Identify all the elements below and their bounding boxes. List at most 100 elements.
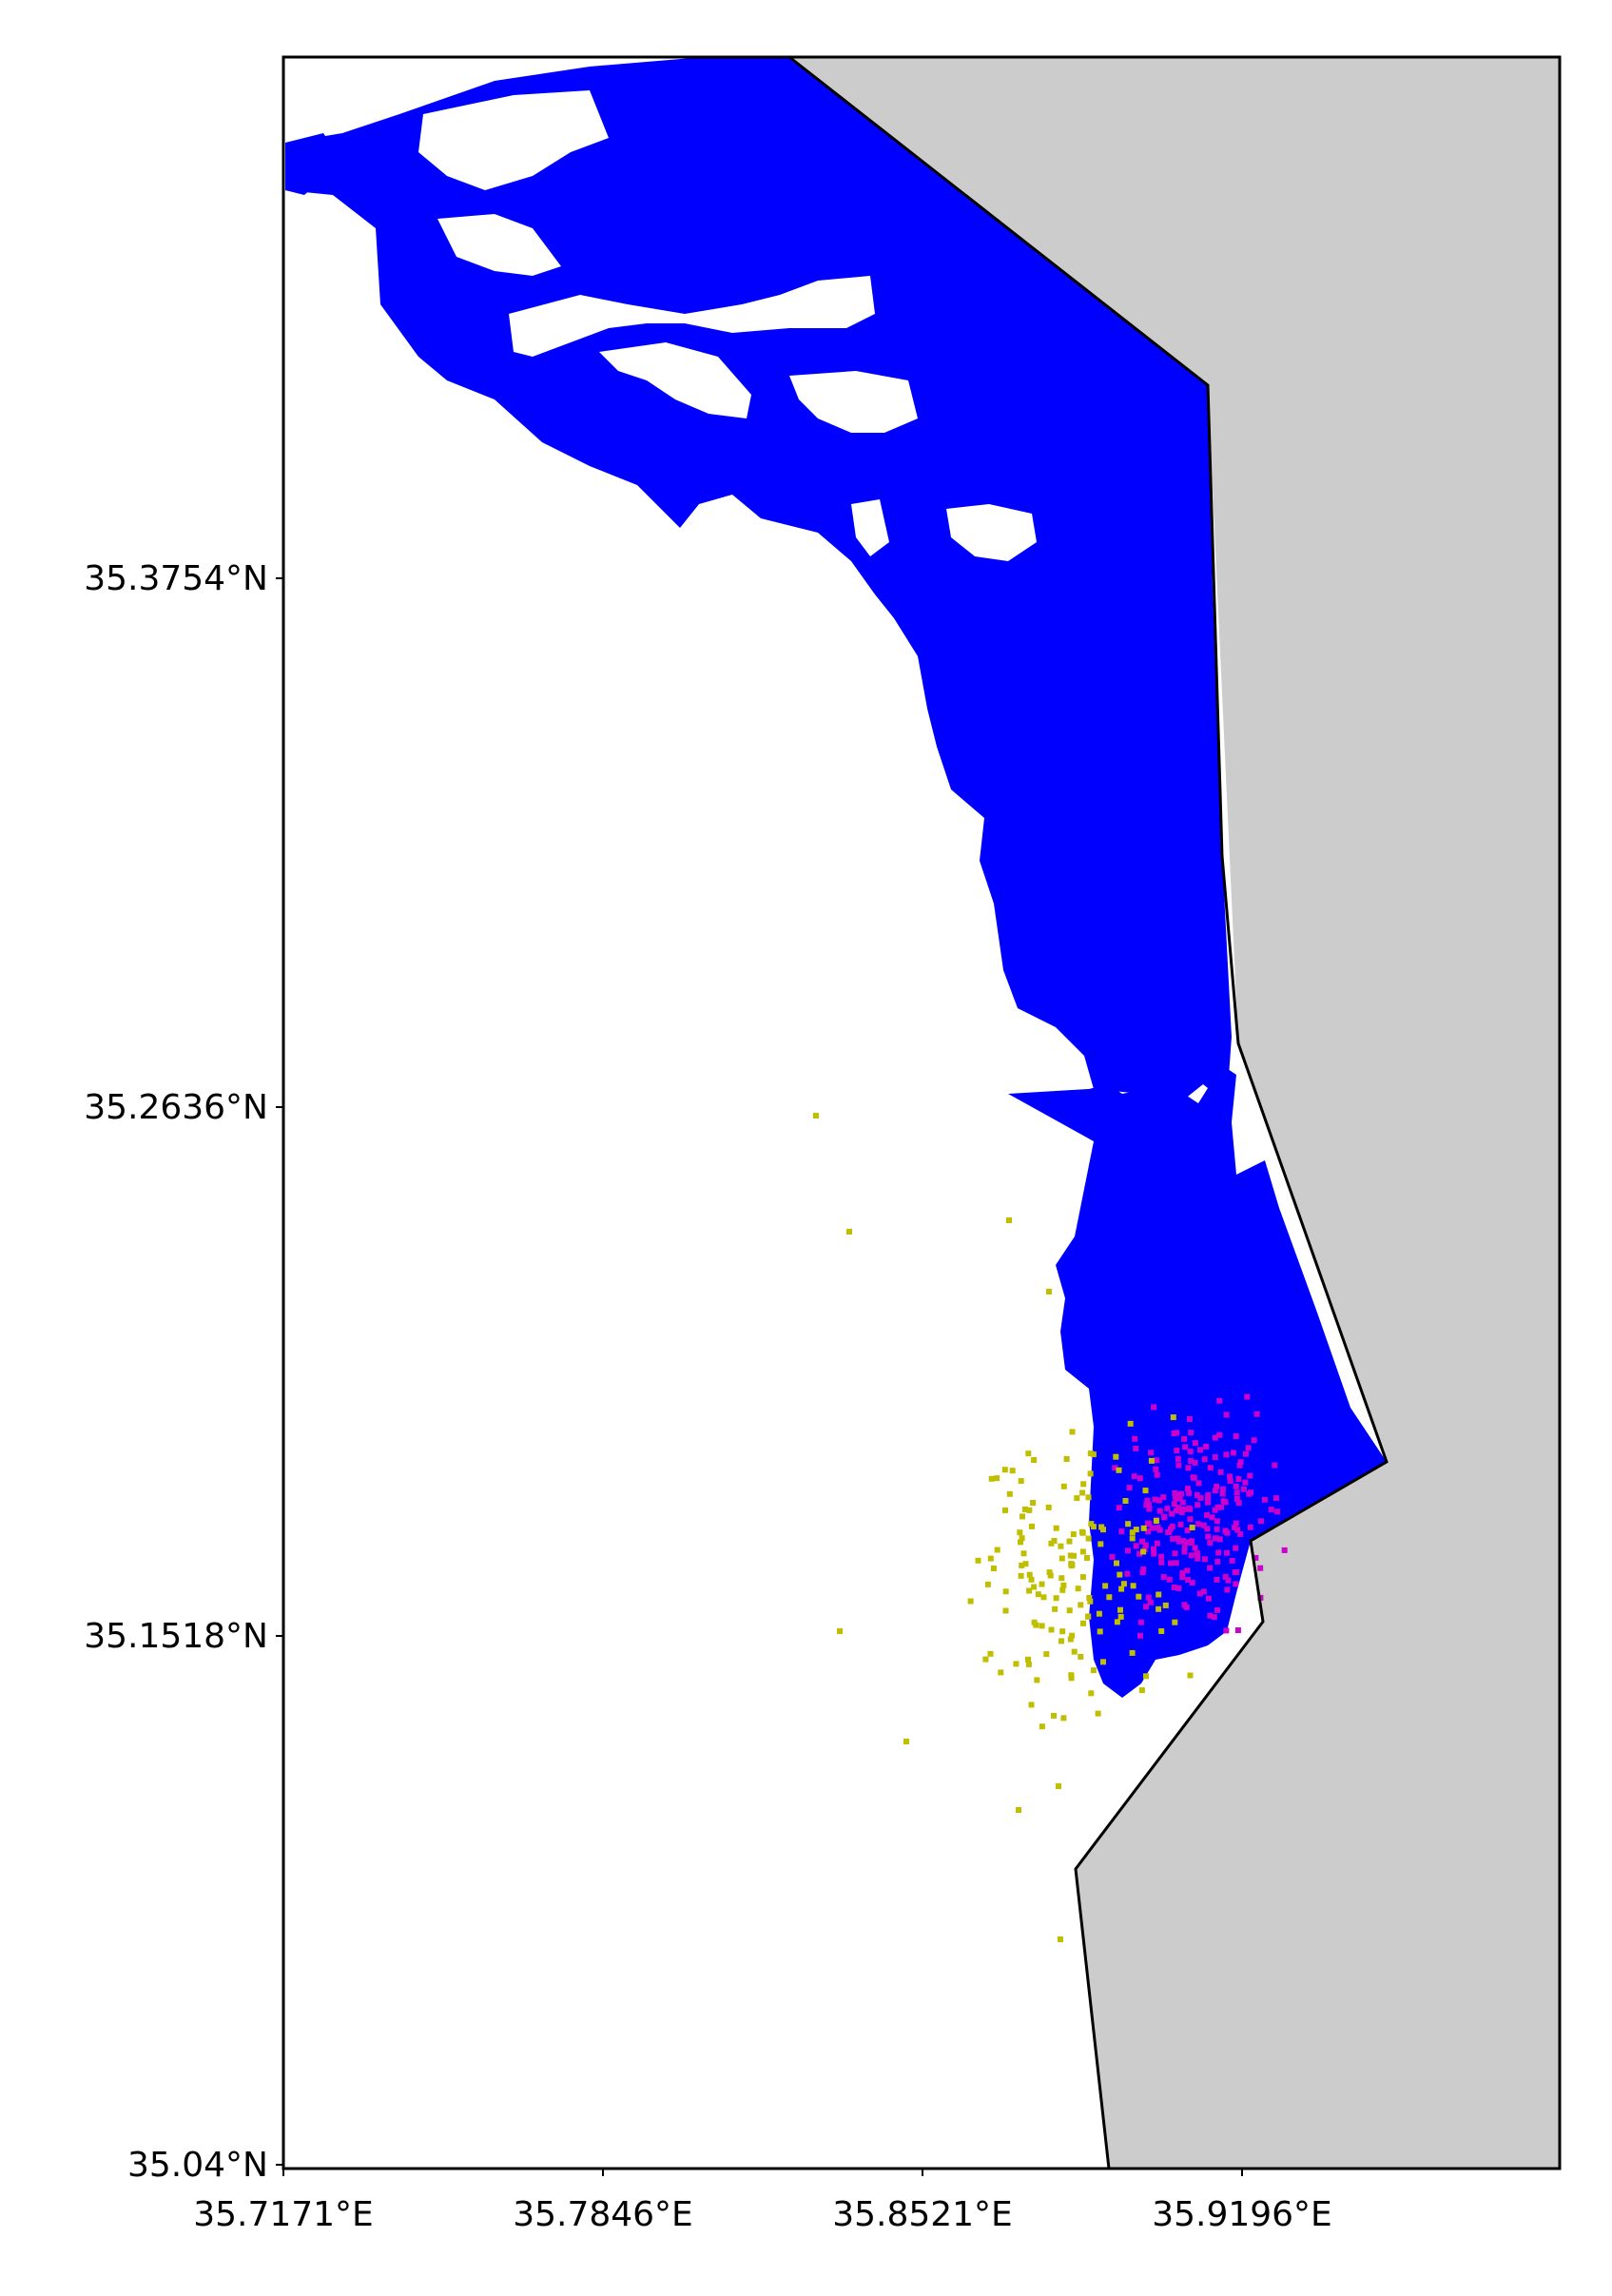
olive-point [1116, 1467, 1122, 1473]
olive-point [1117, 1606, 1123, 1613]
olive-point [1122, 1498, 1129, 1504]
olive-point [1079, 1574, 1086, 1581]
magenta-point [1184, 1486, 1191, 1492]
olive-point [1090, 1667, 1097, 1674]
magenta-point [1229, 1557, 1235, 1564]
olive-point [1030, 1500, 1037, 1506]
magenta-point [1178, 1490, 1184, 1497]
magenta-point [1225, 1577, 1232, 1584]
olive-point [1079, 1528, 1085, 1535]
magenta-point [1175, 1535, 1181, 1542]
magenta-point [1186, 1489, 1193, 1496]
magenta-point [1237, 1530, 1244, 1537]
magenta-point [1146, 1521, 1153, 1527]
magenta-point [1195, 1480, 1202, 1487]
magenta-point [1151, 1546, 1156, 1552]
magenta-point [1139, 1538, 1146, 1545]
olive-point [1138, 1687, 1145, 1694]
magenta-point [1215, 1549, 1222, 1556]
magenta-point [1156, 1508, 1163, 1514]
olive-point [1034, 1677, 1040, 1683]
magenta-point [1223, 1411, 1230, 1418]
blue-extent-gaps [418, 90, 1037, 561]
olive-point [1051, 1538, 1058, 1544]
magenta-point [1211, 1614, 1217, 1621]
olive-point [1029, 1523, 1035, 1529]
olive-point [1006, 1490, 1013, 1497]
magenta-point [1251, 1437, 1257, 1444]
magenta-point [1181, 1506, 1187, 1512]
olive-point [1009, 1468, 1016, 1474]
olive-point [1059, 1628, 1066, 1635]
olive-point [1045, 1504, 1052, 1510]
magenta-point [1165, 1529, 1172, 1535]
olive-point [1025, 1661, 1032, 1667]
olive-point [813, 1113, 819, 1119]
magenta-point [1146, 1506, 1153, 1512]
magenta-point [1112, 1465, 1118, 1471]
olive-point [1039, 1623, 1045, 1629]
magenta-point [1212, 1434, 1218, 1441]
magenta-point [1171, 1501, 1177, 1508]
magenta-point [1140, 1566, 1147, 1572]
olive-point [1079, 1489, 1086, 1496]
magenta-point [1214, 1504, 1221, 1510]
olive-point [1129, 1535, 1136, 1542]
magenta-point [1220, 1498, 1227, 1505]
olive-point [1068, 1672, 1075, 1679]
magenta-point [1154, 1471, 1160, 1478]
lat-tick-label-3: 35.1518°N [84, 1617, 268, 1656]
magenta-point [1201, 1556, 1208, 1563]
magenta-point [1136, 1475, 1143, 1482]
magenta-point [1247, 1472, 1253, 1479]
gap-3 [509, 276, 875, 357]
olive-point [1028, 1702, 1035, 1708]
magenta-point [1195, 1521, 1202, 1527]
olive-point [1063, 1456, 1070, 1462]
magenta-point [1216, 1431, 1223, 1438]
magenta-point [1205, 1533, 1212, 1540]
magenta-point [1207, 1612, 1214, 1619]
magenta-point [1147, 1599, 1154, 1605]
magenta-point [1151, 1550, 1157, 1557]
olive-point [1117, 1571, 1123, 1578]
olive-point [1087, 1450, 1094, 1457]
magenta-point [1149, 1525, 1156, 1531]
olive-point [967, 1598, 974, 1605]
olive-point [1071, 1552, 1077, 1559]
magenta-point [1281, 1547, 1288, 1553]
olive-point [1136, 1593, 1142, 1600]
olive-point [1001, 1467, 1008, 1473]
magenta-point [1233, 1520, 1239, 1527]
olive-point [837, 1628, 843, 1634]
magenta-point [1116, 1505, 1122, 1511]
olive-point [1002, 1607, 1009, 1614]
olive-point [1018, 1478, 1024, 1485]
magenta-point [1171, 1585, 1177, 1590]
olive-point [1053, 1525, 1059, 1531]
olive-point [1162, 1602, 1169, 1608]
magenta-point [1168, 1560, 1174, 1566]
magenta-point [1194, 1502, 1201, 1508]
olive-point [1002, 1507, 1008, 1513]
magenta-point [1261, 1496, 1268, 1503]
gap-4 [599, 342, 751, 418]
magenta-point [1181, 1435, 1188, 1442]
olive-point [1102, 1583, 1109, 1589]
magenta-point [1196, 1590, 1203, 1597]
olive-point [1140, 1525, 1147, 1531]
olive-point [1039, 1581, 1045, 1587]
magenta-point [1184, 1527, 1191, 1533]
magenta-point [1153, 1466, 1159, 1472]
olive-point [1058, 1936, 1063, 1942]
magenta-point [1224, 1529, 1231, 1536]
olive-point [990, 1566, 997, 1571]
magenta-point [1214, 1558, 1221, 1565]
magenta-point [1179, 1499, 1186, 1506]
olive-point [1056, 1783, 1061, 1789]
olive-point [1080, 1620, 1086, 1626]
olive-point [1080, 1481, 1087, 1488]
magenta-point [1186, 1416, 1193, 1422]
magenta-point [1132, 1435, 1138, 1442]
olive-point [1031, 1457, 1038, 1463]
